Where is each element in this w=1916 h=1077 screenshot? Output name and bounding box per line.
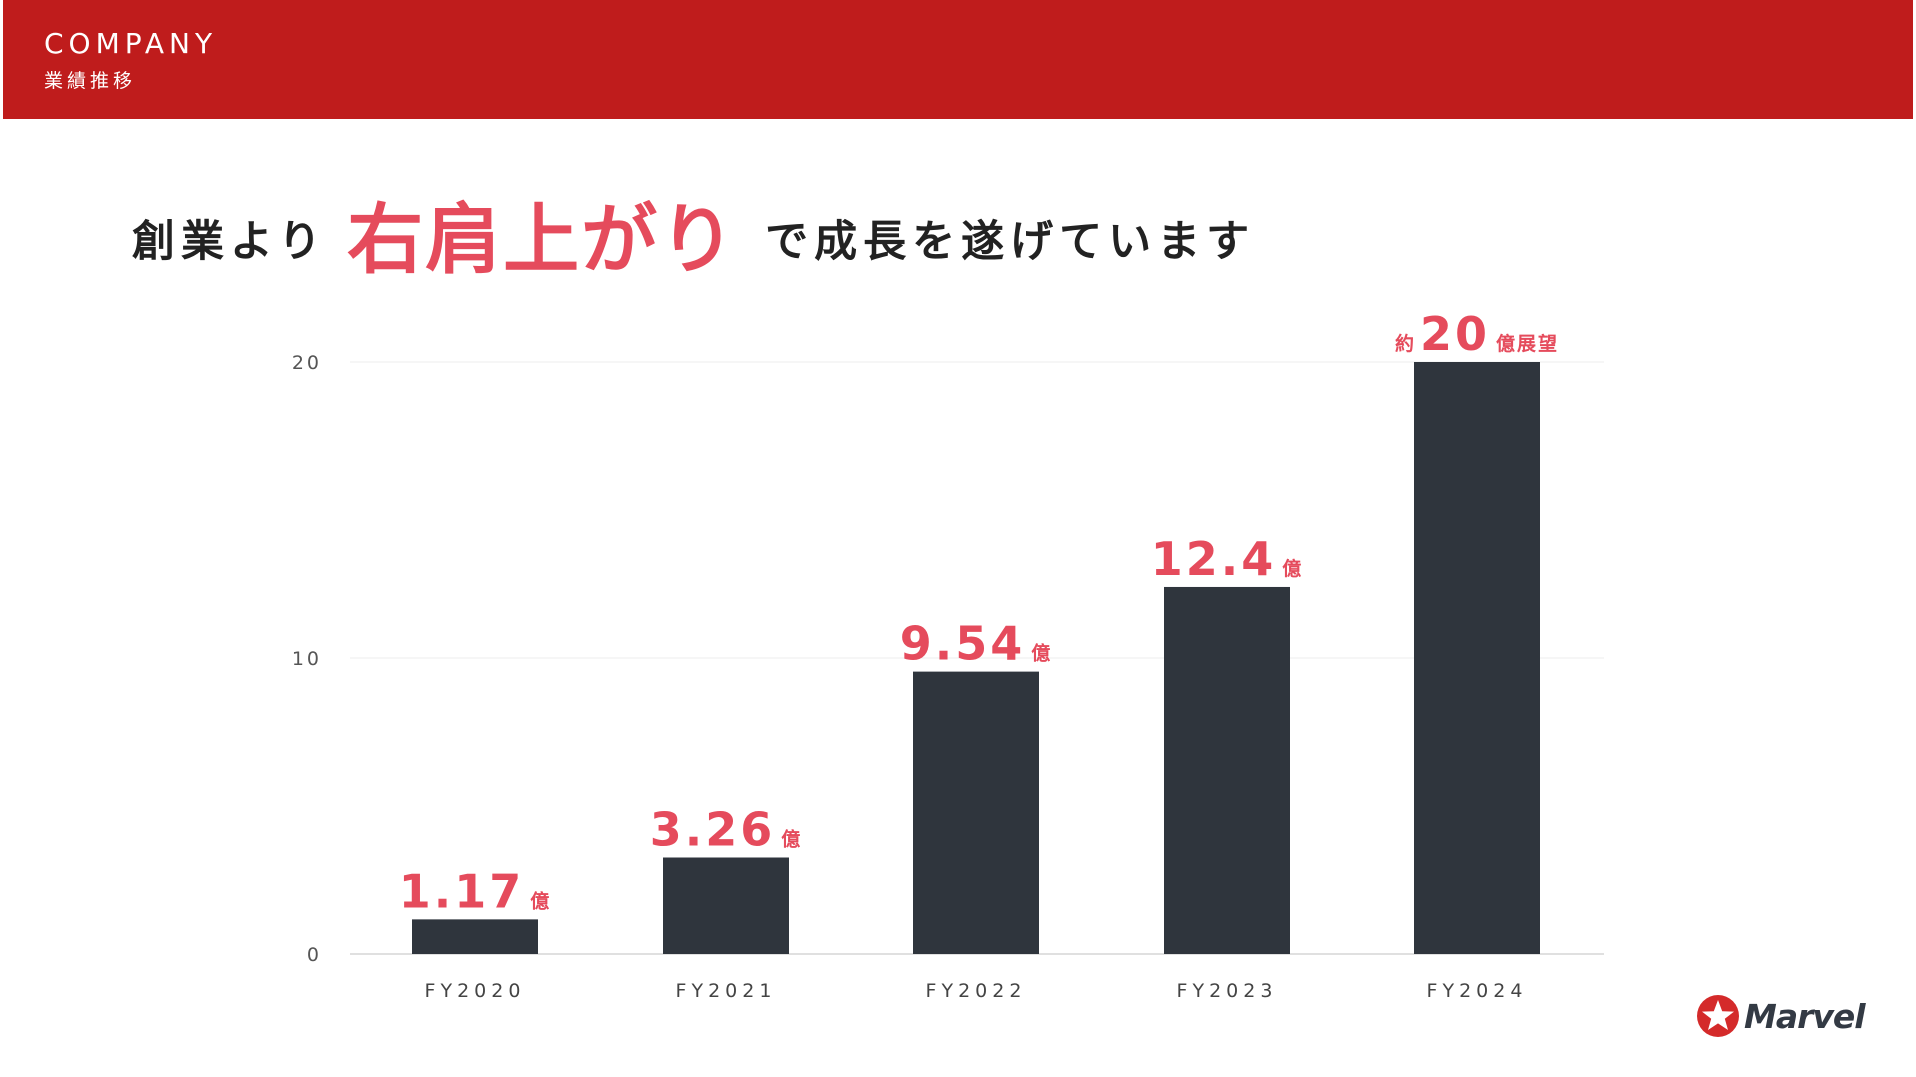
x-tick-label-FY2022: FY2022	[926, 980, 1027, 1002]
data-label-FY2022: 9.54 億	[900, 617, 1053, 671]
x-tick-label-FY2024: FY2024	[1427, 980, 1528, 1002]
bar-FY2022	[913, 671, 1039, 954]
headline-post: で成長を遂げています	[765, 217, 1256, 267]
y-tick-label-10: 10	[292, 648, 322, 670]
header-subtitle: 業績推移	[44, 70, 137, 92]
marvel-logo: Marvel	[1696, 992, 1866, 1040]
headline-pre: 創業より	[132, 217, 328, 267]
data-label-value: 20	[1420, 307, 1490, 361]
data-label-FY2021: 3.26 億	[650, 803, 803, 857]
y-tick-label-20: 20	[292, 352, 322, 374]
data-label-unit: 億	[1282, 557, 1303, 580]
data-label-unit: 億	[781, 828, 802, 851]
data-label-value: 12.4	[1151, 532, 1277, 586]
logo-text: Marvel	[1744, 996, 1866, 1036]
headline: 創業より 右肩上がり で成長を遂げています	[132, 188, 1255, 278]
bar-FY2020	[412, 919, 538, 954]
data-label-value: 9.54	[900, 617, 1026, 671]
data-label-prefix: 約	[1395, 332, 1416, 355]
bar-FY2021	[663, 857, 789, 954]
data-label-unit: 億	[1031, 642, 1052, 665]
data-label-unit: 億展望	[1496, 332, 1559, 355]
star-badge-icon	[1697, 995, 1739, 1037]
data-label-value: 1.17	[399, 864, 525, 918]
data-label-unit: 億	[530, 889, 551, 912]
bar-FY2023	[1164, 586, 1290, 954]
header-bar: COMPANY 業績推移	[3, 0, 1913, 119]
data-label-FY2023: 12.4 億	[1151, 532, 1304, 586]
headline-emphasis: 右肩上がり	[347, 195, 738, 284]
data-label-value: 3.26	[650, 803, 776, 857]
x-tick-label-FY2020: FY2020	[425, 980, 526, 1002]
data-label-FY2024: 約20 億展望	[1395, 307, 1559, 361]
bar-FY2024	[1414, 362, 1540, 954]
header-title: COMPANY	[44, 27, 218, 60]
x-tick-label-FY2023: FY2023	[1177, 980, 1278, 1002]
y-tick-label-0: 0	[307, 944, 322, 966]
data-label-FY2020: 1.17 億	[399, 864, 552, 918]
x-tick-label-FY2021: FY2021	[676, 980, 777, 1002]
